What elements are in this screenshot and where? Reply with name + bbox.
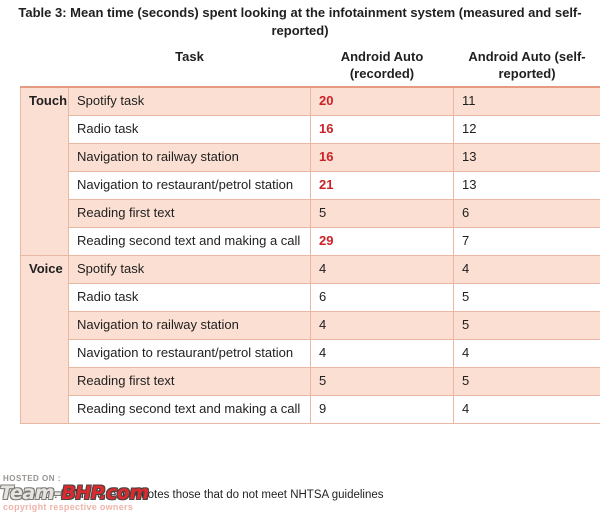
table-body: Touch Spotify task 20 11 Radio task 16 12 Navig… (20, 86, 600, 424)
table-row: Touch Spotify task 20 11 (20, 86, 600, 256)
footnote: Note: Bold red text denotes those that d… (30, 489, 384, 501)
column-header-task: Task (68, 45, 311, 88)
self-reported-value-cell: 5 (453, 310, 600, 340)
teambhp-logo-bhp-part: BHP.com (61, 482, 149, 504)
recorded-value-cell: 6 (310, 282, 454, 312)
task-cell: Navigation to railway station (68, 142, 311, 172)
task-cell: Reading second text and making a call (68, 226, 311, 256)
self-reported-value-cell: 4 (453, 254, 600, 284)
task-cell: Navigation to restaurant/petrol station (68, 170, 311, 200)
header-row: Task Android Auto (recorded) Android Aut… (20, 45, 600, 88)
task-cell: Navigation to restaurant/petrol station (68, 338, 311, 368)
table-row: Radio task 6 5 (21, 282, 600, 312)
self-reported-value-cell: 13 (453, 142, 600, 172)
self-reported-value-cell: 6 (453, 198, 600, 228)
table-row: Voice Spotify task 4 4 (20, 254, 600, 424)
recorded-value-cell: 16 (310, 114, 454, 144)
table-title: Table 3: Mean time (seconds) spent looki… (18, 5, 582, 38)
recorded-value-cell: 4 (310, 338, 454, 368)
task-cell: Navigation to railway station (68, 310, 311, 340)
recorded-value-cell: 4 (310, 254, 454, 284)
table-row: Reading second text and making a call 9 4 (21, 394, 600, 424)
table-header: Task Android Auto (recorded) Android Aut… (20, 45, 600, 88)
self-reported-value-cell: 13 (453, 170, 600, 200)
recorded-value-cell: 4 (310, 310, 454, 340)
self-reported-value-cell: 12 (453, 114, 600, 144)
table-row: Navigation to railway station 4 5 (21, 310, 600, 340)
self-reported-value-cell: 5 (453, 282, 600, 312)
task-cell: Spotify task (68, 254, 311, 284)
self-reported-value-cell: 4 (453, 394, 600, 424)
table-row: Navigation to restaurant/petrol station 4… (21, 338, 600, 368)
recorded-value-cell: 20 (310, 86, 454, 116)
table-row: Radio task 16 12 (21, 114, 600, 144)
recorded-value-cell: 16 (310, 142, 454, 172)
table-row: Reading first text 5 5 (21, 366, 600, 396)
table-row: Navigation to railway station 16 13 (21, 142, 600, 172)
self-reported-value-cell: 7 (453, 226, 600, 256)
column-header-empty (20, 45, 69, 88)
teambhp-logo: Team-BHP.com (0, 483, 149, 503)
watermark-copyright: copyright respective owners (3, 502, 134, 512)
watermark-hosted-on-label: HOSTED ON : (3, 474, 61, 483)
task-cell: Reading first text (68, 366, 311, 396)
self-reported-value-cell: 11 (453, 86, 600, 116)
table-row: Reading second text and making a call 29 7 (21, 226, 600, 256)
task-cell: Radio task (68, 114, 311, 144)
recorded-value-cell: 5 (310, 366, 454, 396)
column-header-recorded: Android Auto (recorded) (310, 45, 454, 88)
group-label-touch: Touch (20, 86, 69, 256)
table-row: Navigation to restaurant/petrol station 2… (21, 170, 600, 200)
task-cell: Reading second text and making a call (68, 394, 311, 424)
recorded-value-cell: 5 (310, 198, 454, 228)
group-label-voice: Voice (20, 254, 69, 424)
recorded-value-cell: 9 (310, 394, 454, 424)
task-cell: Spotify task (68, 86, 311, 116)
watermark: HOSTED ON : Team-BHP.com copyright respe… (0, 474, 149, 512)
infotainment-table: Task Android Auto (recorded) Android Aut… (20, 45, 600, 424)
column-header-self-reported: Android Auto (self-reported) (453, 45, 600, 88)
task-cell: Radio task (68, 282, 311, 312)
teambhp-logo-team-part: Team- (0, 482, 62, 504)
table-row: Reading first text 5 6 (21, 198, 600, 228)
recorded-value-cell: 29 (310, 226, 454, 256)
task-cell: Reading first text (68, 198, 311, 228)
self-reported-value-cell: 5 (453, 366, 600, 396)
self-reported-value-cell: 4 (453, 338, 600, 368)
recorded-value-cell: 21 (310, 170, 454, 200)
